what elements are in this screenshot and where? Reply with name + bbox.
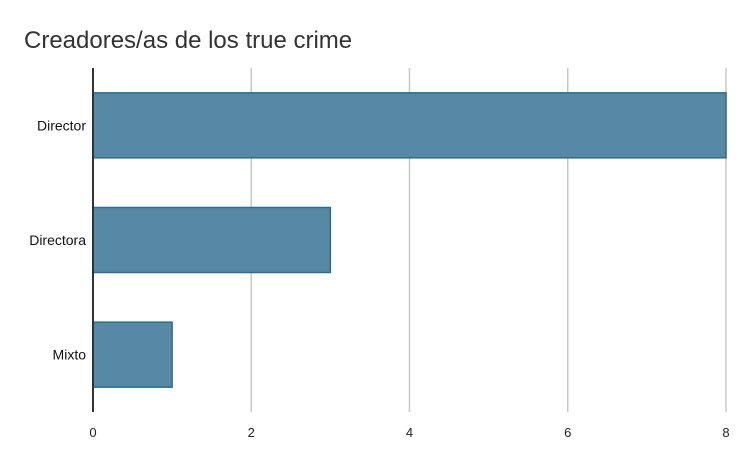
y-category-label: Directora bbox=[29, 232, 86, 248]
bar-mixto bbox=[92, 321, 173, 388]
x-tick-label: 6 bbox=[564, 425, 571, 440]
bar-directora bbox=[92, 206, 332, 274]
x-tick-label: 4 bbox=[406, 425, 413, 440]
y-category-label: Mixto bbox=[53, 347, 87, 363]
y-category-label: Director bbox=[37, 117, 86, 133]
x-tick-label: 2 bbox=[248, 425, 255, 440]
x-tick-label: 0 bbox=[89, 425, 96, 440]
x-tick-label: 8 bbox=[722, 425, 729, 440]
bar-director bbox=[92, 92, 727, 159]
chart-title: Creadores/as de los true crime bbox=[24, 27, 352, 54]
